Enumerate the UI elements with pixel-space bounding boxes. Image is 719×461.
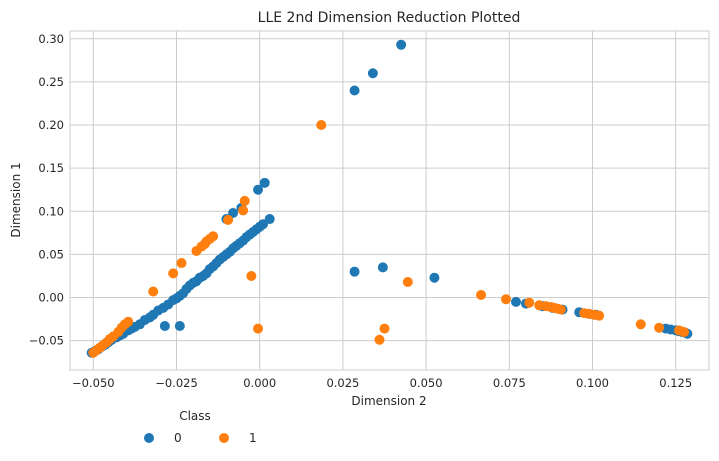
point-class-1 [555,304,566,315]
point-class-0 [367,68,378,79]
point-class-0 [429,272,440,283]
point-class-0 [159,321,170,332]
point-class-1 [246,270,257,281]
legend-label-1: 1 [249,431,257,445]
x-tick-label: −0.025 [155,376,198,390]
y-tick-label: 0.05 [38,247,64,261]
point-class-1 [148,286,159,297]
point-class-1 [223,214,234,225]
legend-marker-1 [219,433,229,443]
y-tick-label: 0.15 [38,161,64,175]
x-tick-label: −0.050 [72,376,115,390]
y-tick-labels: −0.05 0.00 0.05 0.10 0.15 0.20 0.25 0.30 [29,32,64,348]
point-class-1 [316,120,327,131]
point-class-1 [476,289,487,300]
point-class-1 [123,316,134,327]
point-class-1 [679,327,690,338]
legend-marker-0 [144,433,154,443]
y-tick-label: 0.10 [38,204,64,218]
plot-frame [69,30,710,371]
point-class-1 [238,205,249,216]
point-class-1 [594,310,605,321]
x-tick-label: 0.000 [243,376,276,390]
legend-title: Class [179,409,211,423]
point-class-1 [374,334,385,345]
y-tick-label: 0.30 [38,32,64,46]
point-class-1 [635,319,646,330]
point-class-1 [500,294,511,305]
y-tick-label: 0.00 [38,291,64,305]
point-class-1 [379,323,390,334]
x-tick-label: 0.025 [326,376,359,390]
point-class-1 [524,297,535,308]
point-class-1 [208,231,219,242]
x-tick-label: 0.125 [659,376,692,390]
point-class-0 [510,296,521,307]
legend-label-0: 0 [174,431,182,445]
chart-title: LLE 2nd Dimension Reduction Plotted [258,10,521,26]
point-class-1 [253,323,264,334]
point-class-0 [396,39,407,50]
y-tick-label: 0.25 [38,75,64,89]
point-class-0 [228,208,239,219]
y-tick-label: −0.05 [29,334,64,348]
data-points [86,39,693,358]
x-tick-labels: −0.050 −0.025 0.000 0.025 0.050 0.075 0.100 0.1… [72,376,692,390]
point-class-0 [349,266,360,277]
point-class-1 [654,322,665,333]
point-class-0 [264,214,275,225]
point-class-0 [253,184,264,195]
point-class-1 [168,268,179,279]
x-axis-label: Dimension 2 [351,394,426,408]
x-tick-label: 0.050 [410,376,443,390]
y-axis-label: Dimension 1 [9,162,23,237]
point-class-0 [349,85,360,96]
point-class-1 [239,195,250,206]
point-class-0 [174,321,185,332]
point-class-0 [259,177,270,188]
y-tick-label: 0.20 [38,118,64,132]
legend: Class 0 1 [144,409,257,445]
x-tick-label: 0.075 [493,376,526,390]
point-class-1 [176,258,187,269]
grid-lines [70,31,709,370]
point-class-1 [402,277,413,288]
point-class-0 [377,262,388,273]
x-tick-label: 0.100 [576,376,609,390]
